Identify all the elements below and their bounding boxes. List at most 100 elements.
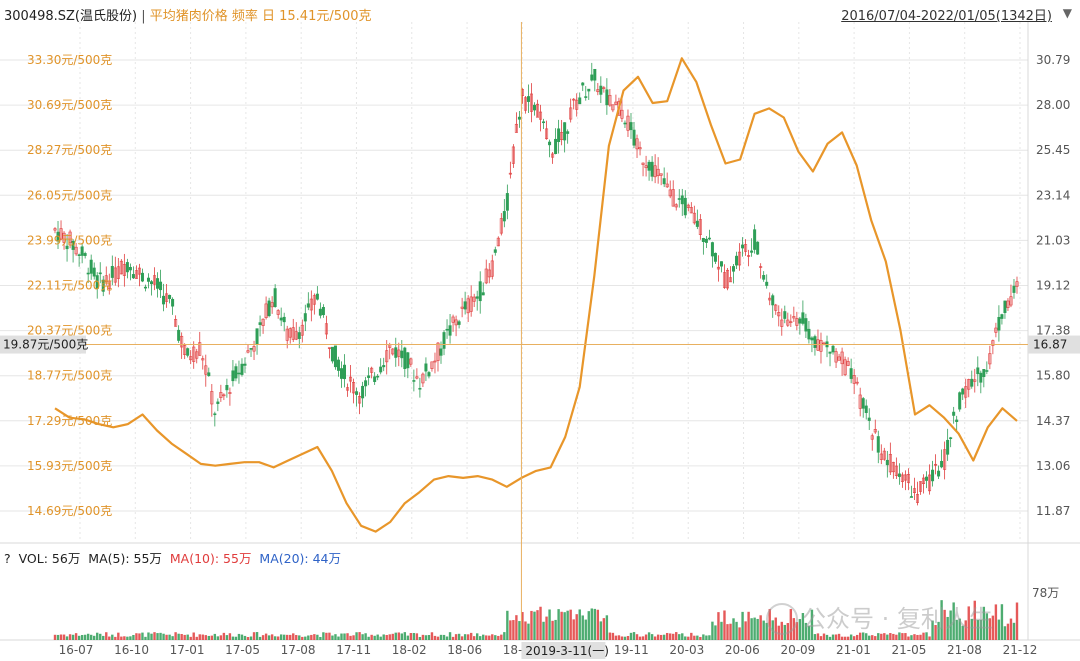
candle-body bbox=[137, 267, 141, 275]
candle-body bbox=[885, 459, 889, 466]
candle-body bbox=[318, 308, 322, 316]
volume-bar bbox=[919, 634, 922, 640]
volume-bar bbox=[304, 636, 307, 640]
volume-bar bbox=[343, 633, 346, 640]
volume-axis-label: 78万 bbox=[1032, 586, 1059, 600]
volume-bar bbox=[237, 633, 241, 640]
volume-bar bbox=[672, 633, 675, 640]
x-axis-tick: 20-06 bbox=[725, 643, 760, 657]
candle-body bbox=[707, 237, 711, 240]
candle-body bbox=[168, 294, 172, 299]
candle-body bbox=[258, 322, 262, 325]
volume-bar bbox=[970, 618, 973, 640]
volume-bar bbox=[617, 635, 621, 640]
volume-bar bbox=[726, 624, 729, 640]
candle-body bbox=[74, 246, 78, 255]
volume-bar bbox=[786, 623, 790, 640]
candle-body bbox=[587, 88, 591, 92]
volume-bar bbox=[653, 636, 657, 640]
volume-legend: ? VOL: 56万 MA(5): 55万 MA(10): 55万 MA(20)… bbox=[4, 548, 341, 567]
candle-body bbox=[629, 122, 633, 131]
volume-bar bbox=[394, 632, 397, 640]
volume-bar bbox=[74, 633, 78, 640]
candle-body bbox=[343, 364, 347, 380]
volume-bar bbox=[454, 634, 458, 640]
volume-bar bbox=[855, 634, 859, 640]
triangle-down-icon[interactable]: ▼ bbox=[1062, 6, 1072, 20]
candle-body bbox=[713, 252, 717, 262]
candle-body bbox=[98, 272, 102, 275]
candle-body bbox=[327, 347, 331, 349]
candle-body bbox=[315, 293, 319, 300]
candle-body bbox=[864, 405, 868, 413]
candle-body bbox=[496, 237, 500, 247]
overlay-indicator-label[interactable]: 平均猪肉价格 频率 日 15.41元/500克 bbox=[149, 9, 372, 24]
stock-label[interactable]: 300498.SZ(温氏股份) bbox=[4, 9, 138, 24]
candle-body bbox=[783, 311, 787, 319]
volume-bar bbox=[412, 632, 416, 640]
volume-bar bbox=[445, 636, 449, 640]
volume-bar bbox=[111, 634, 114, 640]
candle-body bbox=[753, 229, 757, 250]
right-axis-tick: 21.03 bbox=[1036, 233, 1070, 247]
candle-body bbox=[602, 87, 606, 89]
volume-bar bbox=[448, 632, 452, 640]
candle-body bbox=[412, 380, 416, 382]
volume-bar bbox=[114, 636, 117, 640]
candle-body bbox=[427, 372, 431, 377]
candle-body bbox=[909, 496, 913, 498]
volume-bar bbox=[744, 621, 747, 640]
volume-bar bbox=[898, 632, 901, 640]
candle-body bbox=[608, 94, 612, 106]
volume-bar bbox=[681, 633, 684, 640]
volume-bar bbox=[979, 619, 983, 640]
volume-bar bbox=[367, 636, 370, 640]
crosshair-right-value: 16.87 bbox=[1033, 338, 1067, 352]
volume-bar bbox=[807, 625, 811, 640]
candle-body bbox=[759, 266, 763, 268]
volume-bar bbox=[53, 634, 57, 640]
volume-bar bbox=[735, 621, 738, 640]
candle-body bbox=[1015, 281, 1019, 287]
candle-body bbox=[349, 376, 353, 382]
volume-bar bbox=[696, 635, 699, 640]
volume-bar bbox=[563, 612, 566, 640]
volume-bar bbox=[629, 632, 633, 640]
date-range-label[interactable]: 2016/07/04-2022/01/05(1342日) bbox=[841, 9, 1052, 24]
volume-bar bbox=[717, 612, 720, 640]
candle-body bbox=[873, 429, 877, 433]
volume-bar bbox=[282, 634, 286, 640]
candle-body bbox=[261, 318, 265, 326]
candle-body bbox=[777, 312, 781, 317]
volume-bar bbox=[783, 624, 786, 640]
x-axis-tick: 21-01 bbox=[836, 643, 871, 657]
candle-body bbox=[346, 387, 350, 391]
candle-body bbox=[442, 332, 446, 349]
candle-body bbox=[358, 396, 362, 404]
candle-body bbox=[1006, 300, 1010, 308]
candle-body bbox=[934, 463, 938, 466]
volume-bar bbox=[289, 634, 292, 640]
volume-bar bbox=[605, 615, 609, 640]
candle-body bbox=[101, 279, 105, 292]
volume-bar bbox=[536, 610, 539, 640]
volume-bar bbox=[852, 636, 856, 640]
volume-bar bbox=[99, 633, 102, 640]
volume-bar bbox=[753, 617, 756, 640]
volume-bar bbox=[843, 636, 847, 640]
help-icon[interactable]: ? bbox=[4, 551, 11, 566]
candle-body bbox=[478, 281, 482, 302]
left-axis-tick: 18.77元/500克 bbox=[27, 369, 112, 383]
volume-bar bbox=[566, 610, 569, 640]
candle-body bbox=[994, 327, 998, 333]
crosshair-date-label: 2019-3-11(一) bbox=[525, 644, 608, 658]
candle-body bbox=[321, 306, 325, 316]
volume-bar bbox=[147, 632, 150, 640]
candle-body bbox=[487, 269, 491, 278]
candle-body bbox=[955, 419, 959, 422]
candle-body bbox=[897, 473, 901, 477]
volume-bar bbox=[819, 636, 823, 640]
candle-body bbox=[964, 386, 968, 398]
volume-bar bbox=[83, 634, 87, 640]
